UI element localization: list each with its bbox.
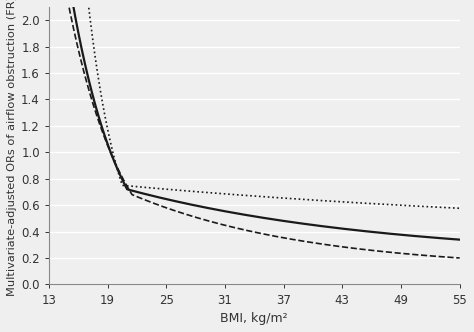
Y-axis label: Multivariate-adjusted ORs of airflow obstruction (FR): Multivariate-adjusted ORs of airflow obs… <box>7 0 17 296</box>
X-axis label: BMI, kg/m²: BMI, kg/m² <box>220 312 288 325</box>
